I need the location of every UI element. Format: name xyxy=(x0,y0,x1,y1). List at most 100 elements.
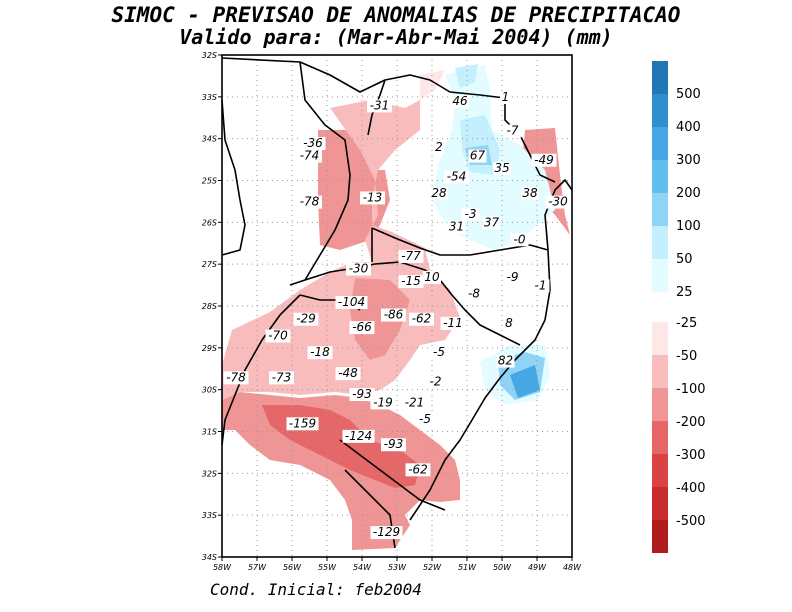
lon-tick-label: 56W xyxy=(283,563,302,572)
contour-label: 2 xyxy=(435,140,443,154)
contour-label: -54 xyxy=(447,170,467,184)
contour-label: -31 xyxy=(370,98,390,112)
contour-label-halo xyxy=(293,312,319,326)
contour-label: 38 xyxy=(522,186,538,200)
contour-label: -49 xyxy=(534,153,554,167)
colorbar-swatch-positive xyxy=(652,160,668,193)
lon-tick-label: 51W xyxy=(458,563,477,572)
contour-label: -2 xyxy=(430,374,442,388)
contour-label: -7 xyxy=(507,123,519,137)
latitude-tick-labels: 32S 33S 34S 25S 26S 27S 28S 29S 30S 31S 32S 33S 34S xyxy=(202,51,222,562)
contour-label-halo xyxy=(430,346,448,360)
colorbar-swatch-negative xyxy=(652,355,668,388)
contour-label-halo xyxy=(531,279,550,293)
contour-label: 8 xyxy=(505,316,513,330)
colorbar-swatch-negative xyxy=(652,322,668,355)
longitude-tick-labels: 58W 57W 56W 55W 54W 53W 52W 51W 50W 49W 48W xyxy=(213,557,582,572)
contour-label-halo xyxy=(503,124,522,138)
lon-tick-label: 50W xyxy=(493,563,512,572)
colorbar-swatch-negative xyxy=(652,454,668,487)
contour-label-halo xyxy=(265,329,291,343)
negative-anomaly-region xyxy=(330,100,430,270)
contour-label: 67 xyxy=(470,149,486,163)
colorbar-label-negative: -500 xyxy=(676,514,706,529)
contour-label: -93 xyxy=(384,437,404,451)
contour-label-halo xyxy=(531,153,557,167)
contour-label: -93 xyxy=(352,387,372,401)
contour-label: 46 xyxy=(452,94,468,108)
lat-tick-label: 32S xyxy=(202,469,217,478)
contour-label-halo xyxy=(360,191,385,205)
contour-label-halo xyxy=(335,367,361,381)
colorbar-label-negative: -100 xyxy=(676,382,706,397)
contour-label: -66 xyxy=(352,320,372,334)
lon-tick-label: 53W xyxy=(388,563,407,572)
contour-label-halo xyxy=(398,249,424,263)
contour-label-halo xyxy=(381,438,406,452)
colorbar-swatch-negative xyxy=(652,487,668,520)
colorbar-swatch-negative xyxy=(652,520,668,553)
lon-tick-label: 52W xyxy=(423,563,442,572)
lat-tick-label: 29S xyxy=(202,344,217,353)
contour-label: -1 xyxy=(535,278,547,292)
contour-label-halo xyxy=(307,346,333,360)
contour-label-halo xyxy=(349,321,375,335)
contour-label-halo xyxy=(398,275,424,289)
contour-label-halo xyxy=(461,208,480,222)
contour-label-halo xyxy=(521,187,539,201)
lon-tick-label: 48W xyxy=(563,563,582,572)
colorbar-legend: 500 400 300 200 100 50 25 -25 -50 -100 -200 -300 -40… xyxy=(652,61,706,553)
contour-label-halo xyxy=(451,95,469,109)
contour-label: -73 xyxy=(272,370,292,384)
contour-label: -21 xyxy=(405,395,425,409)
contour-label-halo xyxy=(503,316,515,330)
contour-label-halo xyxy=(444,170,469,184)
contour-label: -77 xyxy=(401,249,421,263)
contour-label: -13 xyxy=(363,190,383,204)
colorbar-swatch-positive xyxy=(652,127,668,160)
contour-label: -36 xyxy=(303,136,323,150)
contour-label: -48 xyxy=(338,366,358,380)
contour-label-halo xyxy=(447,220,466,234)
lon-tick-label: 55W xyxy=(318,563,337,572)
contour-label: -86 xyxy=(384,308,404,322)
lat-tick-label: 25S xyxy=(202,177,217,186)
initial-condition-label: Cond. Inicial: feb2004 xyxy=(210,580,422,599)
contour-label-halo xyxy=(349,388,375,402)
contour-label: -30 xyxy=(548,195,568,209)
contour-label: -18 xyxy=(310,345,330,359)
contour-label-halo xyxy=(297,149,322,163)
contour-label-halo xyxy=(430,187,448,201)
contour-label: -78 xyxy=(300,195,320,209)
contour-label: -8 xyxy=(468,287,480,301)
contour-label-halo xyxy=(465,287,483,301)
contour-label-halo xyxy=(468,149,487,163)
colorbar-label-positive: 100 xyxy=(676,219,701,234)
contour-label: -19 xyxy=(373,395,393,409)
contour-label-halo xyxy=(503,270,522,284)
colorbar-swatch-positive xyxy=(652,193,668,226)
lat-tick-label: 27S xyxy=(202,260,217,269)
contour-label: -0 xyxy=(514,232,526,246)
lon-tick-label: 54W xyxy=(353,563,372,572)
contour-label-halo xyxy=(367,99,392,113)
contour-label: -30 xyxy=(349,262,369,276)
contour-label-halo xyxy=(269,371,294,385)
contour-label-halo xyxy=(402,396,427,410)
contour-label-halo xyxy=(297,195,322,209)
border-sp-pr xyxy=(221,57,506,99)
contour-label-halo xyxy=(370,526,403,540)
map-title-line1: SIMOC - PREVISAO DE ANOMALIAS DE PRECIPI… xyxy=(111,3,681,27)
lon-tick-label: 49W xyxy=(528,563,547,572)
contour-label-halo xyxy=(426,375,445,389)
border-argentina xyxy=(221,99,246,256)
map-graticule xyxy=(222,55,572,557)
contour-label: -3 xyxy=(465,207,477,221)
contour-label: -11 xyxy=(443,316,463,330)
contour-label-halo xyxy=(346,262,371,276)
contour-label: 35 xyxy=(494,161,509,175)
border-inner xyxy=(371,98,556,262)
contour-label-halo xyxy=(433,141,445,155)
lat-tick-label: 34S xyxy=(202,135,217,144)
